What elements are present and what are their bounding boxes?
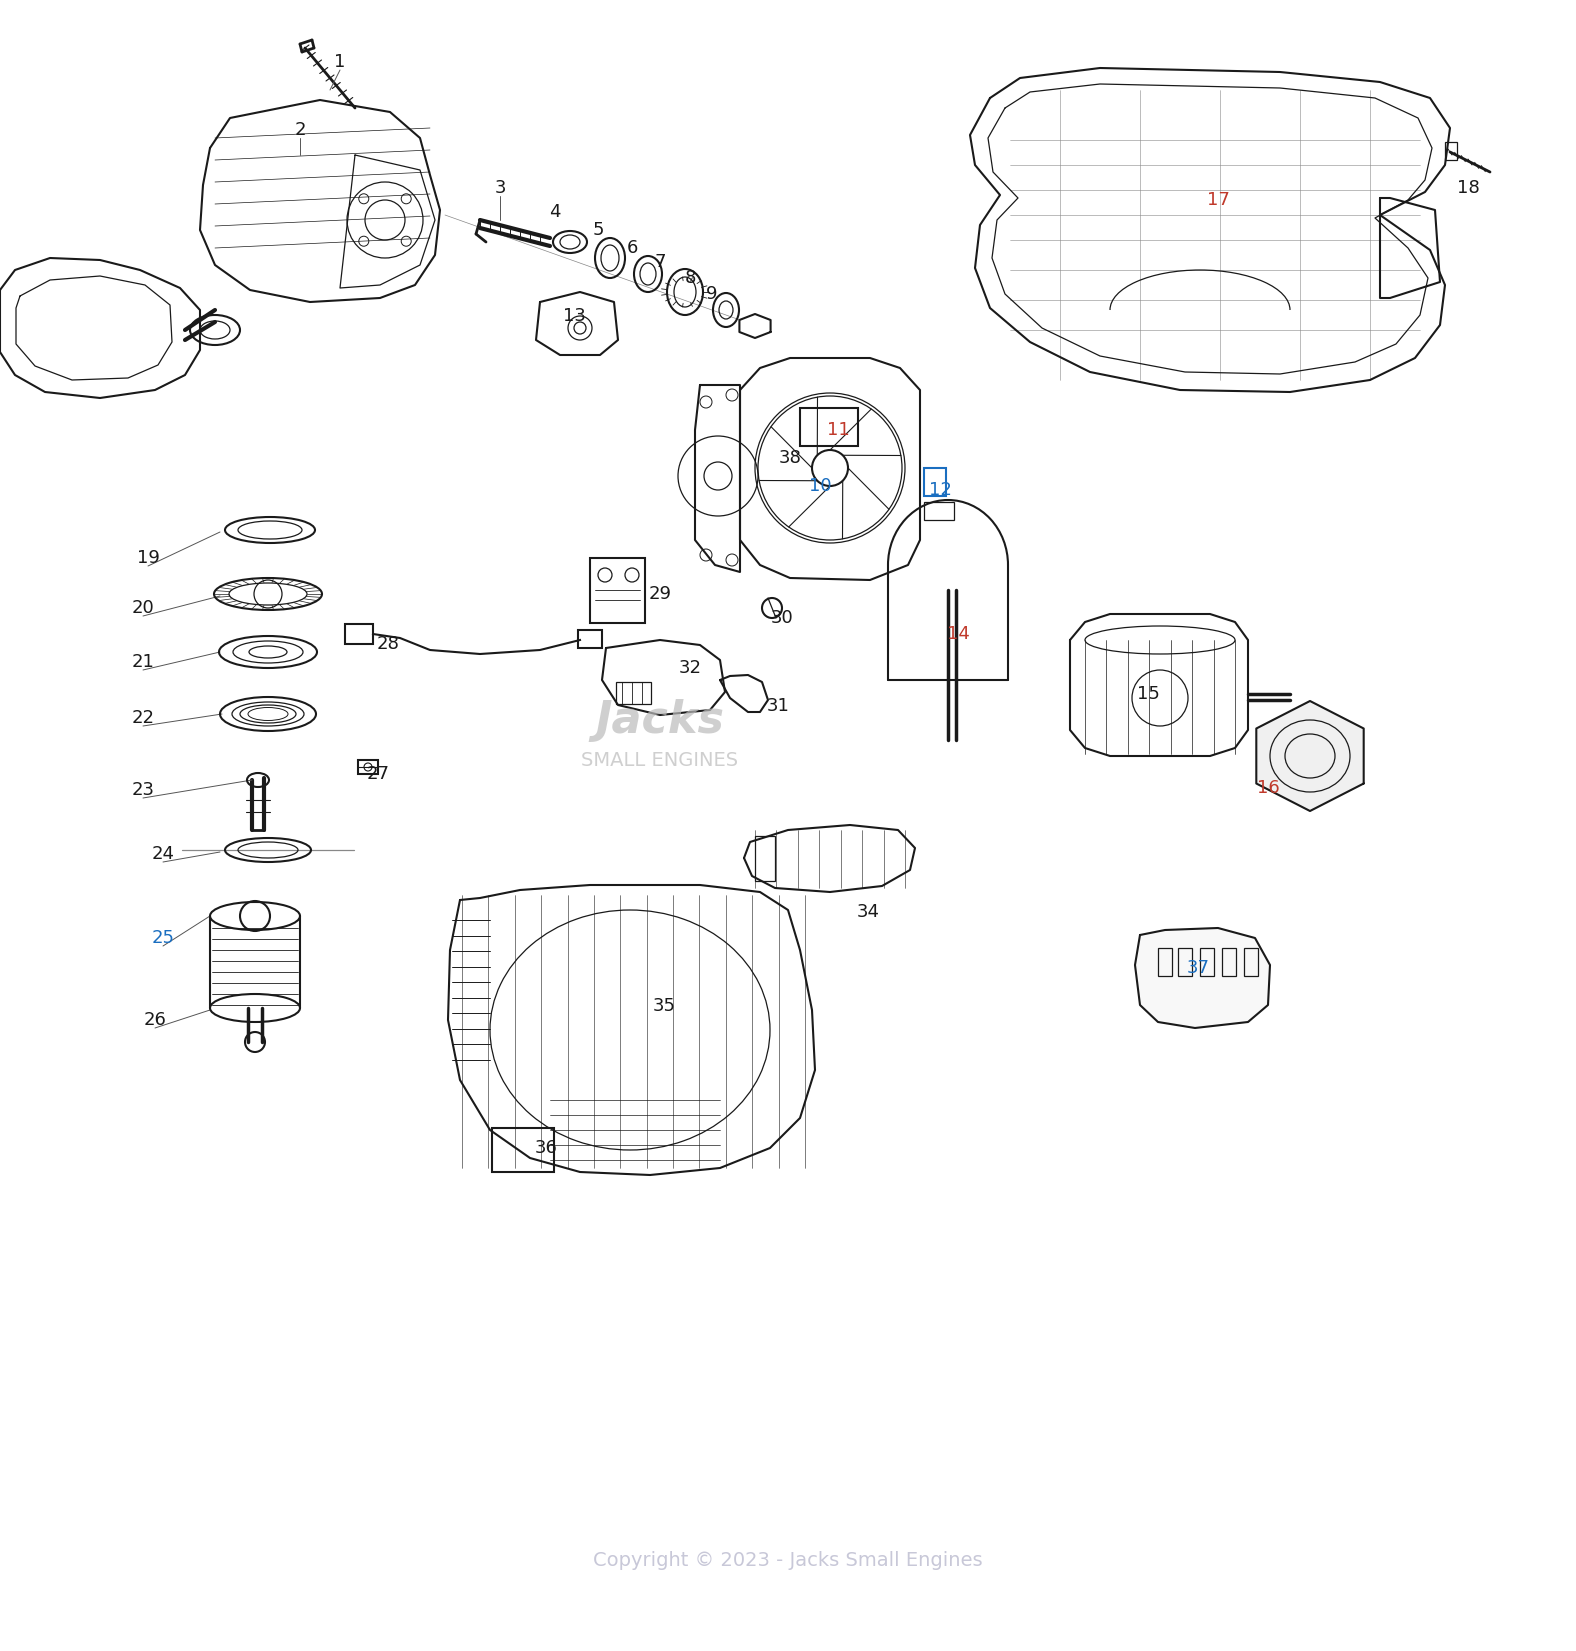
Text: 34: 34 [856, 903, 879, 921]
Bar [801, 408, 857, 446]
Text: 6: 6 [626, 239, 638, 258]
Text: 24: 24 [151, 845, 175, 863]
Text: 21: 21 [131, 654, 154, 670]
Text: Copyright © 2023 - Jacks Small Engines: Copyright © 2023 - Jacks Small Engines [593, 1550, 983, 1570]
Text: 38: 38 [779, 449, 802, 467]
Bar [1177, 948, 1191, 976]
Text: 1: 1 [334, 53, 345, 71]
Text: 27: 27 [367, 764, 389, 783]
Text: 12: 12 [928, 480, 952, 499]
Text: 11: 11 [827, 421, 849, 439]
Bar [492, 1128, 555, 1172]
Bar [755, 835, 775, 882]
Text: 5: 5 [593, 221, 604, 239]
Bar [616, 682, 651, 703]
Bar [578, 631, 602, 647]
Bar [924, 467, 946, 495]
Text: 25: 25 [151, 930, 175, 948]
Bar [1199, 948, 1214, 976]
Polygon shape [1256, 702, 1363, 811]
Polygon shape [1135, 928, 1270, 1029]
Text: 26: 26 [143, 1010, 167, 1029]
Text: 31: 31 [766, 697, 790, 715]
Text: 19: 19 [137, 550, 159, 566]
Text: 18: 18 [1456, 178, 1480, 196]
Bar [1445, 142, 1456, 160]
Text: 13: 13 [563, 307, 585, 325]
Bar [1158, 948, 1173, 976]
Text: 9: 9 [706, 286, 717, 304]
Text: 15: 15 [1136, 685, 1160, 703]
Bar [1243, 948, 1258, 976]
Text: 36: 36 [534, 1139, 558, 1157]
Bar [345, 624, 374, 644]
Text: 17: 17 [1207, 192, 1229, 210]
Bar [924, 502, 953, 520]
Text: 14: 14 [947, 626, 969, 642]
Text: 28: 28 [377, 636, 399, 654]
Text: 10: 10 [808, 477, 831, 495]
Bar [589, 558, 645, 622]
Text: 30: 30 [771, 609, 793, 627]
Text: 37: 37 [1187, 959, 1209, 977]
Text: 22: 22 [131, 708, 154, 726]
Text: 32: 32 [679, 659, 701, 677]
Bar [358, 759, 378, 774]
Text: 3: 3 [495, 178, 506, 196]
Text: 23: 23 [131, 781, 154, 799]
Text: 35: 35 [652, 997, 676, 1015]
Text: 2: 2 [295, 121, 306, 139]
Text: 4: 4 [550, 203, 561, 221]
Text: 20: 20 [132, 599, 154, 617]
Text: 29: 29 [648, 584, 671, 603]
Text: SMALL ENGINES: SMALL ENGINES [582, 751, 739, 769]
Bar [1221, 948, 1236, 976]
Text: Jacks: Jacks [596, 698, 725, 741]
Text: 7: 7 [654, 253, 665, 271]
Text: 16: 16 [1256, 779, 1280, 797]
Text: 8: 8 [684, 269, 695, 287]
